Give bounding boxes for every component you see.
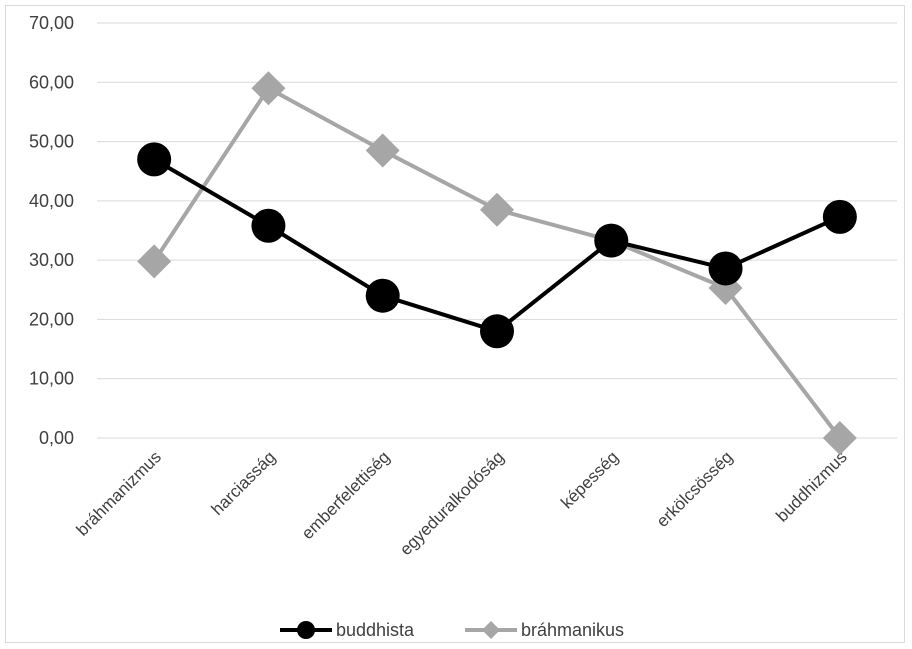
data-point bbox=[822, 421, 857, 455]
legend: buddhista bráhmanikus bbox=[280, 620, 624, 640]
data-point bbox=[708, 251, 743, 286]
x-axis-categories: bráhmanizmus harciasság emberfelettiség egy… bbox=[73, 447, 851, 559]
legend-item-buddhista: buddhista bbox=[280, 620, 415, 640]
data-point bbox=[137, 142, 172, 177]
data-point bbox=[594, 223, 629, 258]
x-category-label: emberfelettiség bbox=[298, 447, 394, 543]
series-buddhista bbox=[137, 142, 857, 349]
legend-marker bbox=[482, 621, 500, 639]
y-tick-label: 30,00 bbox=[29, 250, 74, 270]
y-tick-label: 10,00 bbox=[29, 369, 74, 389]
x-category-label: harciasság bbox=[208, 447, 280, 519]
y-tick-label: 50,00 bbox=[29, 132, 74, 152]
data-point bbox=[137, 244, 172, 279]
gridlines bbox=[97, 22, 897, 439]
series-bráhmanikus bbox=[137, 71, 857, 455]
legend-label: buddhista bbox=[336, 620, 415, 640]
y-tick-label: 20,00 bbox=[29, 309, 74, 329]
legend-label: bráhmanikus bbox=[521, 620, 624, 640]
data-point bbox=[822, 199, 857, 234]
data-point bbox=[251, 71, 286, 106]
x-category-label: egyeduralkodóság bbox=[396, 447, 508, 559]
y-tick-label: 0,00 bbox=[39, 428, 74, 448]
legend-item-bráhmanikus: bráhmanikus bbox=[465, 620, 624, 640]
y-tick-label: 70,00 bbox=[29, 13, 74, 33]
x-category-label: erkölcsösség bbox=[653, 447, 737, 531]
x-category-label: buddhizmus bbox=[772, 447, 850, 525]
legend-marker bbox=[297, 621, 315, 639]
y-tick-label: 40,00 bbox=[29, 191, 74, 211]
data-point bbox=[365, 133, 400, 168]
y-axis-ticks: 0,00 10,00 20,00 30,00 40,00 50,00 60,00 70,00 bbox=[29, 13, 74, 448]
data-point bbox=[480, 192, 514, 227]
data-point bbox=[365, 278, 400, 313]
x-category-label: képesség bbox=[557, 447, 622, 512]
y-tick-label: 60,00 bbox=[29, 72, 74, 92]
x-category-label: bráhmanizmus bbox=[73, 447, 165, 539]
series-layer bbox=[137, 71, 857, 455]
data-point bbox=[480, 314, 514, 349]
data-point bbox=[251, 208, 286, 243]
